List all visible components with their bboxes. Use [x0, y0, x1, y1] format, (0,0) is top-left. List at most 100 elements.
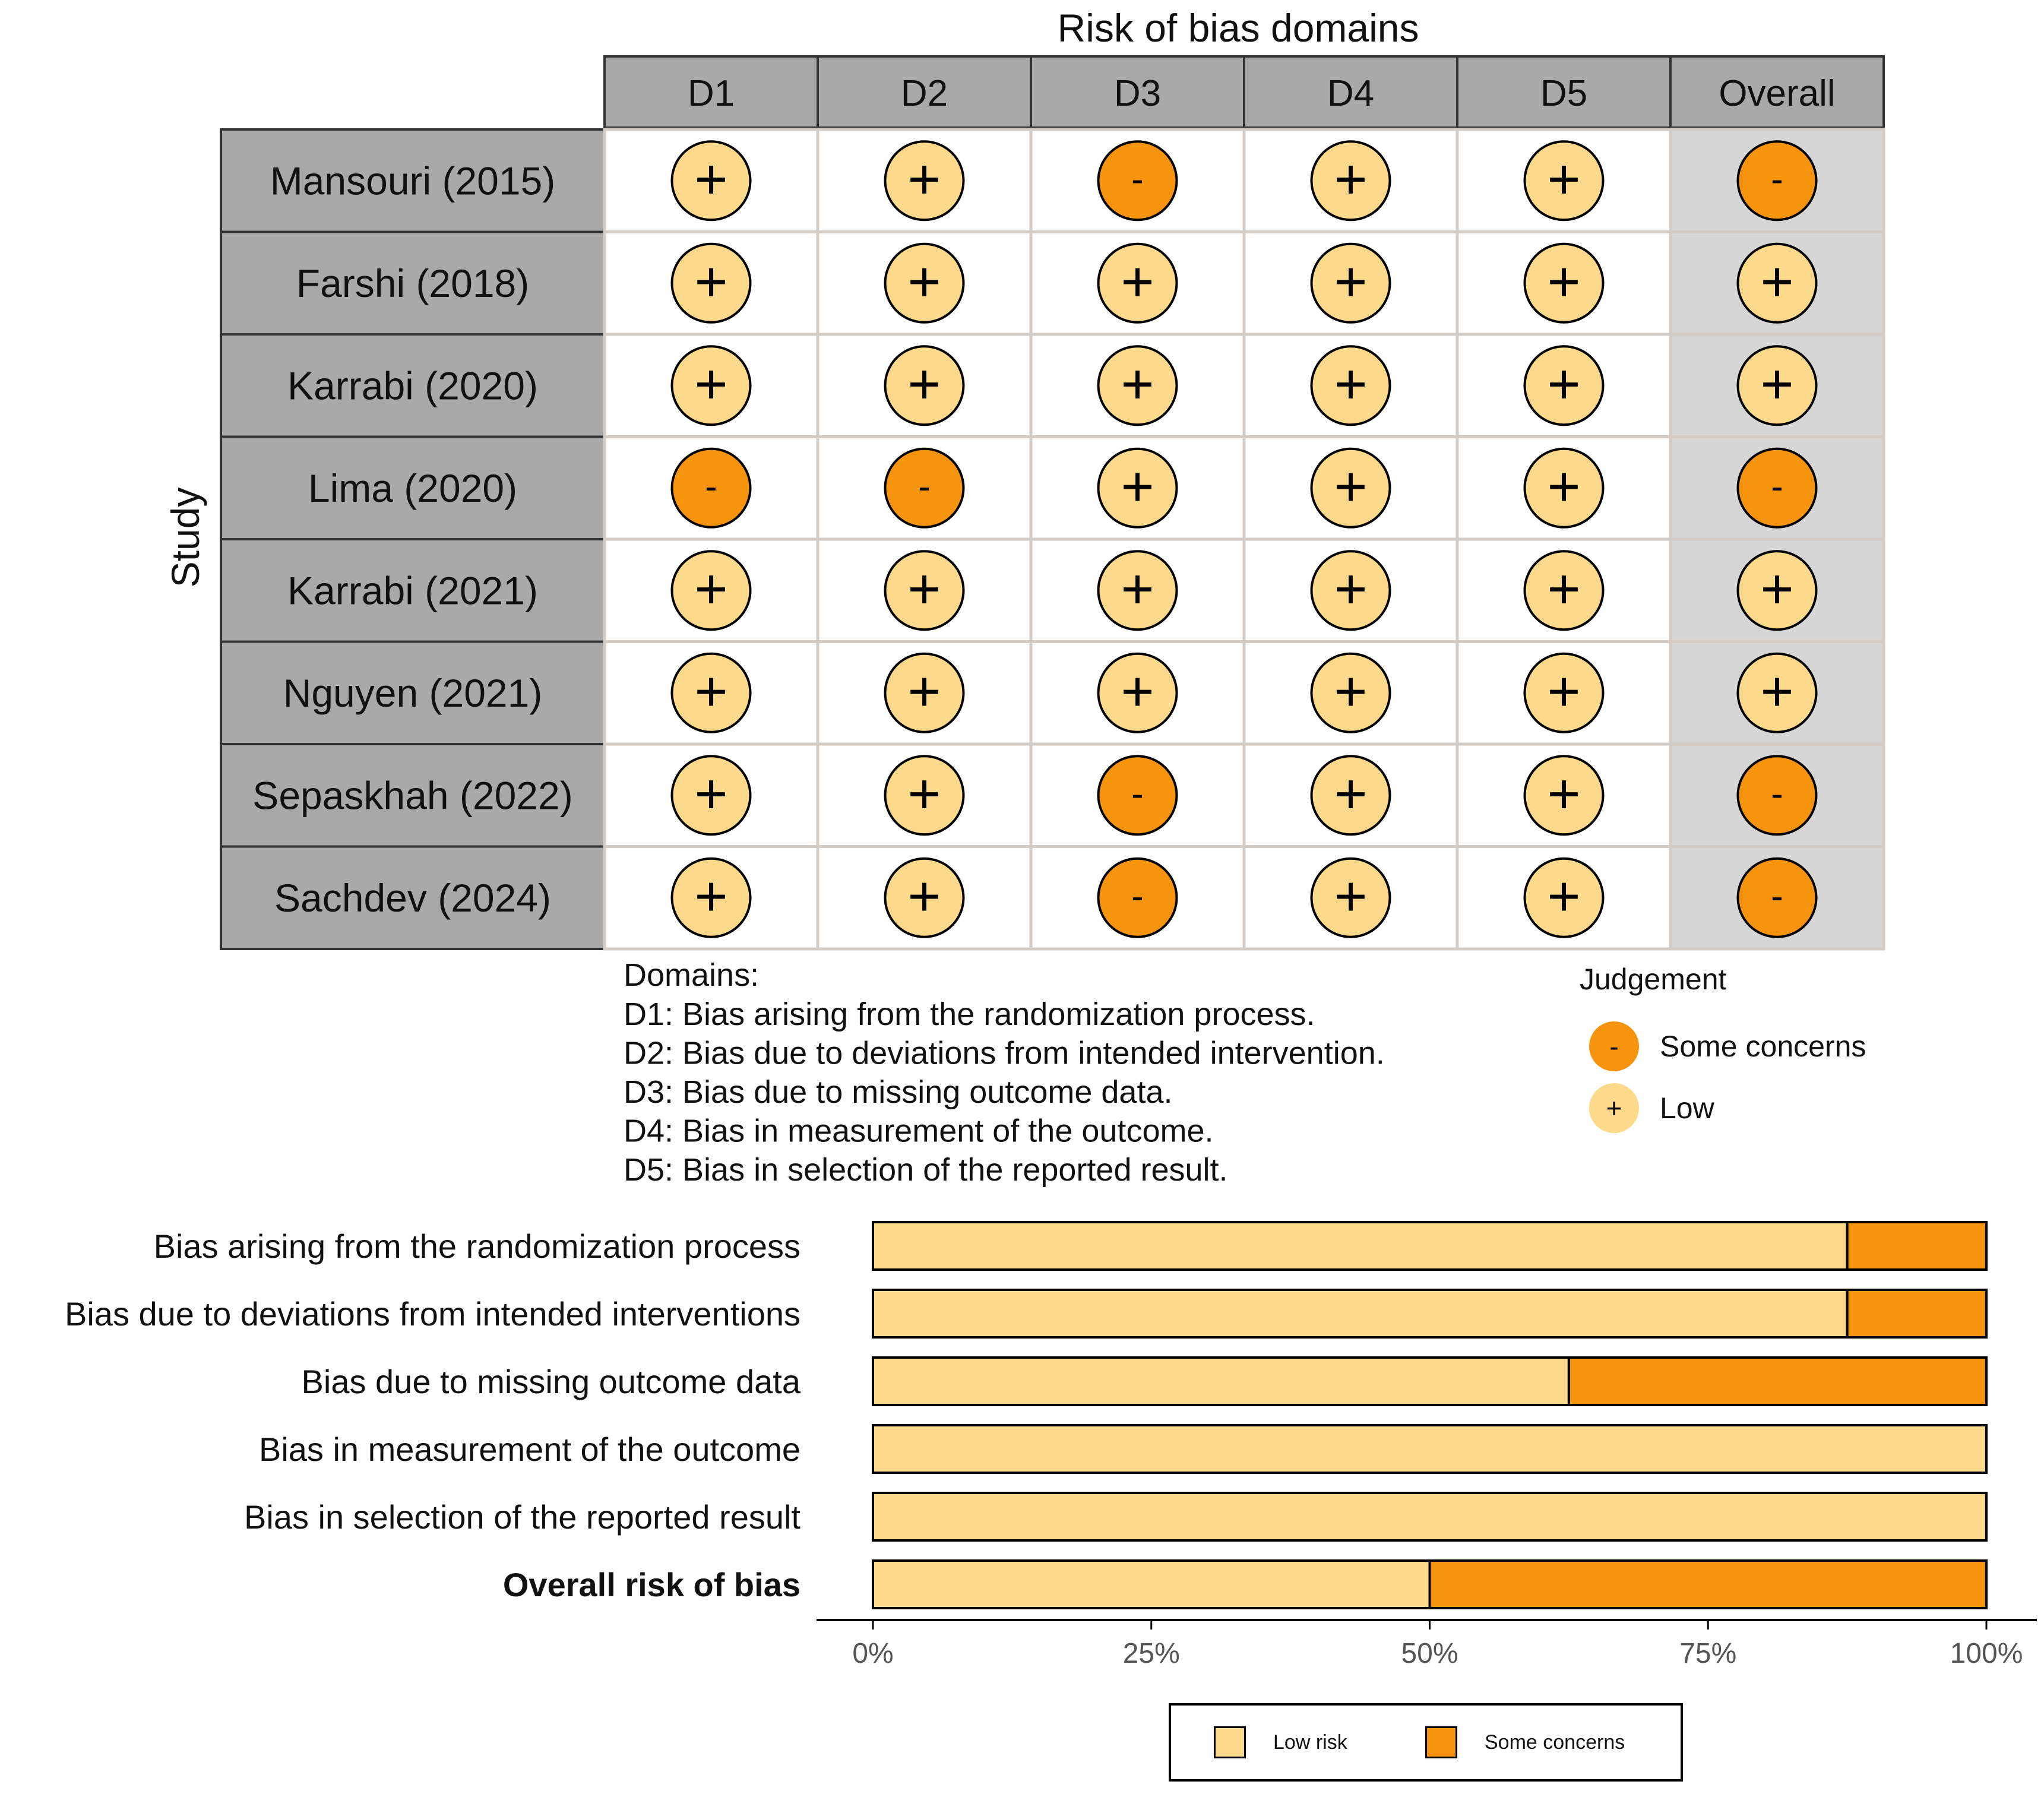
- judgement-symbol: +: [694, 762, 727, 825]
- judgement-symbol: +: [694, 660, 727, 723]
- bar-label-bias-due-to-missing-outcome-data: Bias due to missing outcome data: [302, 1363, 801, 1400]
- judgement-symbol: +: [694, 147, 727, 211]
- header-cell-d2: [817, 55, 1032, 129]
- legend-item-some-concerns: Some concerns: [1425, 1706, 1625, 1779]
- judgement-symbol: -: [1771, 159, 1783, 200]
- study-name-cell: [220, 435, 606, 540]
- judgement-symbol: +: [907, 352, 941, 416]
- judgement-dot-some-concerns: [1736, 447, 1818, 529]
- judgement-dot-low: [1523, 652, 1605, 733]
- bar-segment-low-risk: [872, 1559, 1431, 1609]
- judgement-symbol: +: [1334, 352, 1367, 416]
- study-name-label: Mansouri (2015): [270, 159, 556, 203]
- study-name-cell: [220, 640, 606, 745]
- judgement-dot-low: [884, 755, 965, 836]
- judgement-symbol: +: [1334, 250, 1367, 314]
- domains-note-lines: D1: Bias arising from the randomization …: [624, 996, 1385, 1188]
- judgement-symbol: -: [705, 466, 717, 507]
- header-label-d4: D4: [1327, 73, 1374, 114]
- judgement-symbol: +: [1334, 557, 1367, 621]
- bar-segment-low-risk: [872, 1221, 1849, 1271]
- domain-definition-5: D5: Bias in selection of the reported re…: [624, 1152, 1228, 1188]
- bar-segment-low-risk: [872, 1492, 1988, 1542]
- judgement-symbol: +: [694, 250, 727, 314]
- judgement-symbol: +: [1334, 147, 1367, 211]
- header-cell-overall: [1669, 55, 1885, 129]
- judgement-symbol: -: [1771, 466, 1783, 507]
- judgement-dot-some-concerns: [670, 447, 752, 529]
- judgement-symbol: +: [694, 352, 727, 416]
- legend-swatch-low-risk: [1214, 1726, 1246, 1758]
- judgement-symbol: +: [1547, 455, 1580, 518]
- judgement-dot-low: [1310, 857, 1391, 938]
- judgement-dot-low: [884, 242, 965, 324]
- judgement-symbol: +: [1334, 865, 1367, 928]
- judgement-dot-low: [1523, 755, 1605, 836]
- study-name-label: Farshi (2018): [296, 261, 530, 305]
- judgement-legend-title: Judgement: [1580, 963, 1726, 996]
- judgement-dot-some-concerns: [1097, 755, 1178, 836]
- judgement-symbol: +: [1121, 557, 1154, 621]
- header-cell-d5: [1456, 55, 1672, 129]
- summary-legend: Low risk Some concerns: [1169, 1703, 1683, 1782]
- judgement-symbol: -: [918, 466, 931, 507]
- judgement-symbol: -: [1131, 876, 1144, 917]
- legend-swatch-some-concerns: [1425, 1726, 1457, 1758]
- judgement-symbol: -: [1771, 876, 1783, 917]
- judgement-symbol: +: [694, 865, 727, 928]
- bar-label-overall-risk-of-bias: Overall risk of bias: [503, 1566, 800, 1603]
- study-row-sepaskhah-2022: Sepaskhah (2022) + + - + + -: [220, 742, 1885, 848]
- study-name-cell: [220, 230, 606, 336]
- judgement-symbol: +: [907, 147, 941, 211]
- domain-definition-4: D4: Bias in measurement of the outcome.: [624, 1113, 1214, 1149]
- judgement-symbol: +: [1760, 352, 1793, 416]
- judgement-dot-some-concerns: [1097, 857, 1178, 938]
- judgement-dot-some-concerns: [1736, 140, 1818, 222]
- judgement-dot-low: [1310, 447, 1391, 529]
- judgement-symbol: +: [1547, 352, 1580, 416]
- judgement-dot-low: [1523, 447, 1605, 529]
- x-tick-label: 75%: [1679, 1638, 1736, 1669]
- judgement-symbol: +: [694, 557, 727, 621]
- study-row-farshi-2018: Farshi (2018) + + + + + +: [220, 230, 1885, 336]
- bar-segment-low-risk: [872, 1289, 1849, 1339]
- judgement-dot-low: [670, 857, 752, 938]
- judgement-dot-low: [1097, 242, 1178, 324]
- judgement-symbol: +: [1547, 762, 1580, 825]
- judgement-symbol: -: [1131, 159, 1144, 200]
- judgement-dot-low: [670, 550, 752, 631]
- study-row-karrabi-2021: Karrabi (2021) + + + + + +: [220, 537, 1885, 643]
- judgement-dot-low: [1097, 447, 1178, 529]
- judgement-dot-low: [1523, 242, 1605, 324]
- judgement-symbol: +: [1121, 660, 1154, 723]
- study-name-label: Karrabi (2021): [287, 568, 538, 612]
- judgement-dot-low: [1097, 652, 1178, 733]
- judgement-dot-some-concerns: [1097, 140, 1178, 222]
- domains-note-heading: Domains:: [624, 957, 759, 993]
- x-tick-label: 0%: [852, 1638, 893, 1669]
- judgement-legend-label-some-concerns: Some concerns: [1660, 1030, 1866, 1063]
- judgement-symbol: +: [1334, 455, 1367, 518]
- judgement-symbol: +: [1334, 660, 1367, 723]
- judgement-dot-low: [1310, 652, 1391, 733]
- study-name-label: Sepaskhah (2022): [252, 773, 572, 817]
- header-label-d3: D3: [1114, 73, 1161, 114]
- bar-segment-low-risk: [872, 1356, 1570, 1406]
- judgement-legend-label-low: Low: [1660, 1091, 1715, 1125]
- legend-item-low-risk: Low risk: [1214, 1706, 1347, 1779]
- study-name-label: Nguyen (2021): [283, 671, 543, 715]
- judgement-dot-low: [1523, 550, 1605, 631]
- bar-segment-some-concerns: [1846, 1221, 1988, 1271]
- header-cell-d1: [603, 55, 819, 129]
- header-label-d1: D1: [688, 73, 735, 114]
- bar-label-bias-arising-from-the-randomization-process: Bias arising from the randomization proc…: [154, 1227, 800, 1265]
- study-row-sachdev-2024: Sachdev (2024) + + - + + -: [220, 845, 1885, 951]
- judgement-legend-symbol: -: [1609, 1031, 1618, 1062]
- judgement-dot-low: [1523, 857, 1605, 938]
- study-row-mansouri-2015: Mansouri (2015) + + - + + -: [220, 128, 1885, 233]
- study-name-cell: [220, 743, 606, 848]
- judgement-dot-low: [1736, 652, 1818, 733]
- study-name-cell: [220, 333, 606, 438]
- bar-segment-some-concerns: [1428, 1559, 1988, 1609]
